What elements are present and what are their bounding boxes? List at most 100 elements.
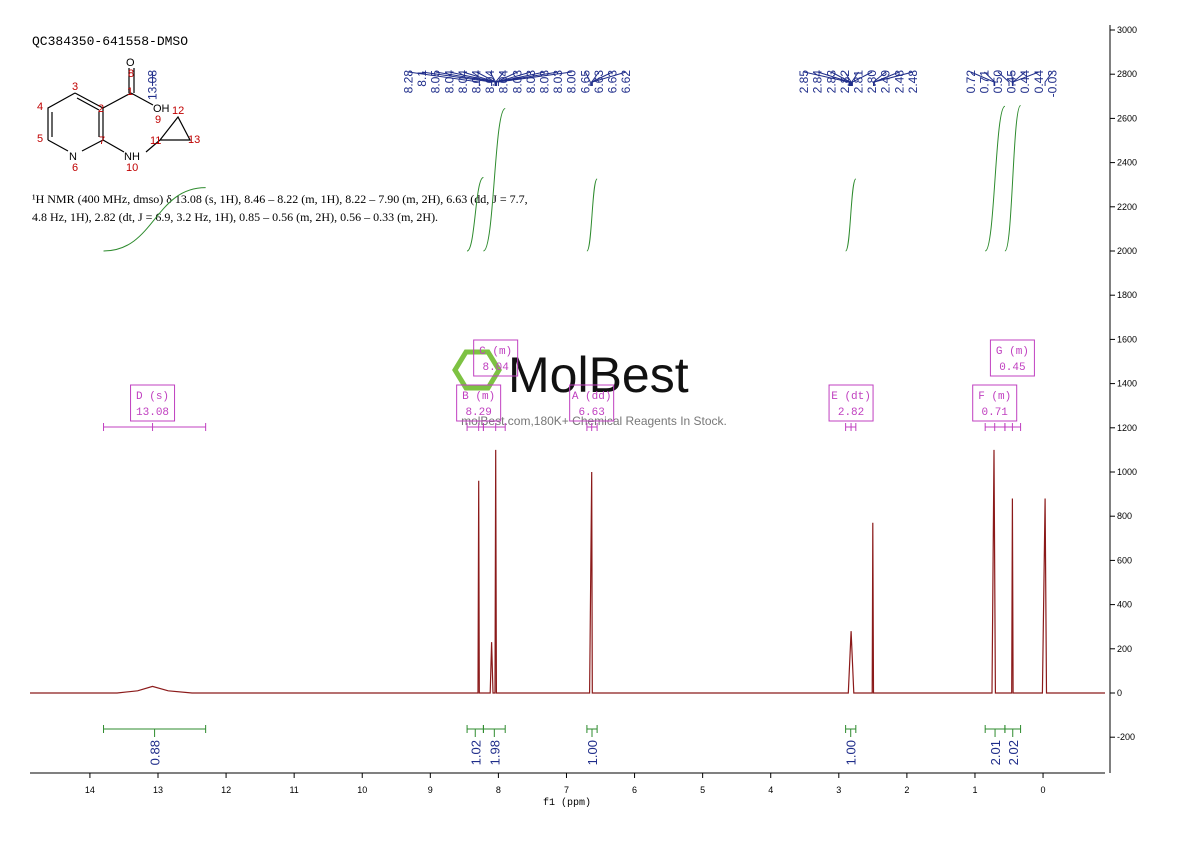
- atom-number: 12: [172, 105, 184, 117]
- peak-label: 2.83: [824, 70, 838, 94]
- y-tick-label: 2800: [1117, 69, 1137, 79]
- x-tick-label: 14: [85, 785, 95, 795]
- integral-curve: [103, 187, 206, 252]
- x-tick-label: 8: [496, 785, 501, 795]
- peak-label: 0.45: [1005, 70, 1019, 94]
- atom-number: 7: [99, 135, 105, 147]
- peak-label: 8.04: [470, 70, 484, 94]
- atom-number: 9: [155, 114, 161, 126]
- peak-label: 8.03: [551, 70, 565, 94]
- integral-label: 0.88: [148, 740, 163, 765]
- peak-label: -0.03: [1045, 70, 1059, 98]
- multiplet-label: D (s): [136, 391, 169, 403]
- peak-leader: [851, 71, 859, 86]
- peak-leader: [591, 71, 613, 86]
- structure: [47, 68, 191, 153]
- peak-label: 8.03: [510, 70, 524, 94]
- peak-label: 0.71: [977, 70, 991, 94]
- integral-label: 2.02: [1006, 740, 1021, 765]
- x-tick-label: 4: [768, 785, 773, 795]
- y-tick-label: 2600: [1117, 113, 1137, 123]
- peak-leader: [1011, 71, 1013, 86]
- peak-label: 8.04: [483, 70, 497, 94]
- integral-curve: [466, 177, 484, 252]
- atom-number: 5: [37, 133, 43, 145]
- atom-number: 11: [150, 135, 161, 147]
- bond: [102, 139, 125, 153]
- bond: [145, 139, 161, 153]
- x-tick-label: 5: [700, 785, 705, 795]
- atom-number: 10: [126, 162, 138, 174]
- peak-label: 2.49: [879, 70, 893, 94]
- multiplet-label: A (dd): [572, 391, 612, 403]
- watermark-logo: MolBest: [508, 347, 689, 403]
- bond: [130, 92, 154, 106]
- atom: OH: [153, 103, 170, 115]
- atom-number: 1: [127, 86, 133, 98]
- integral-curve: [845, 178, 857, 252]
- integral-curve: [984, 105, 1006, 252]
- peak-leader: [873, 71, 913, 86]
- bond: [102, 92, 132, 109]
- multiplet-shift: 8.04: [482, 362, 509, 374]
- x-tick-label: 6: [632, 785, 637, 795]
- y-tick-label: 200: [1117, 644, 1132, 654]
- watermark-logo-icon: [452, 349, 502, 391]
- multiplet-box: [972, 384, 1018, 422]
- y-tick-label: 2000: [1117, 246, 1137, 256]
- multiplet-label: G (m): [996, 346, 1029, 358]
- multiplet-box: [473, 339, 519, 377]
- peak-label: 0.72: [964, 70, 978, 94]
- peak-label: 2.82: [838, 70, 852, 94]
- multiplet-box: [828, 384, 874, 422]
- peak-label: 8.04: [456, 70, 470, 94]
- structure-labels: O OH N NH: [69, 57, 170, 163]
- x-tick-label: 13: [153, 785, 163, 795]
- multiplet-box: [989, 339, 1035, 377]
- atom: NH: [124, 151, 140, 163]
- multiplet-range: [103, 423, 207, 431]
- peak-leader: [497, 71, 572, 86]
- y-tick-label: -200: [1117, 732, 1135, 742]
- peak-leader: [408, 71, 480, 86]
- integral-curve: [482, 107, 506, 252]
- bond: [159, 115, 191, 141]
- bond: [47, 92, 76, 140]
- multiplet-shift: 0.71: [982, 407, 1009, 419]
- x-tick-label: 12: [221, 785, 231, 795]
- y-tick-label: 1600: [1117, 334, 1137, 344]
- peak-label: 0.50: [991, 70, 1005, 94]
- peak-label: 8.04: [442, 70, 456, 94]
- peak-label: 2.48: [906, 70, 920, 94]
- multiplet-label: B (m): [462, 391, 495, 403]
- atom-number: 6: [72, 162, 78, 174]
- multiplet-label: C (m): [479, 346, 512, 358]
- integral-label: 2.01: [988, 740, 1003, 765]
- atom: N: [69, 151, 77, 163]
- multiplet-box: [456, 384, 502, 422]
- integral-label: 1.98: [487, 740, 502, 765]
- peak-label: 0.44: [1018, 70, 1032, 94]
- multiplet-label: E (dt): [831, 391, 871, 403]
- multiplet-box: [569, 384, 615, 422]
- atom-number: 3: [72, 81, 78, 93]
- x-tick-label: 7: [564, 785, 569, 795]
- peak-leader: [997, 71, 1010, 86]
- atom-number: 4: [37, 101, 43, 113]
- peak-label: 2.48: [892, 70, 906, 94]
- peak-leader: [495, 71, 559, 86]
- integral-label: 1.02: [468, 740, 483, 765]
- y-tick-label: 0: [1117, 688, 1122, 698]
- multiplet-shift: 0.45: [999, 362, 1025, 374]
- atom-number: 2: [98, 103, 104, 115]
- multiplet-label: F (m): [978, 391, 1011, 403]
- multiplet-range: [482, 423, 506, 431]
- peak-label: 2.84: [811, 70, 825, 94]
- peak-label: 2.80: [865, 70, 879, 94]
- y-tick-label: 600: [1117, 555, 1132, 565]
- multiplet-shift: 6.63: [578, 407, 604, 419]
- integral-curve: [1004, 105, 1022, 252]
- bond: [74, 92, 104, 109]
- x-tick-label: 2: [904, 785, 909, 795]
